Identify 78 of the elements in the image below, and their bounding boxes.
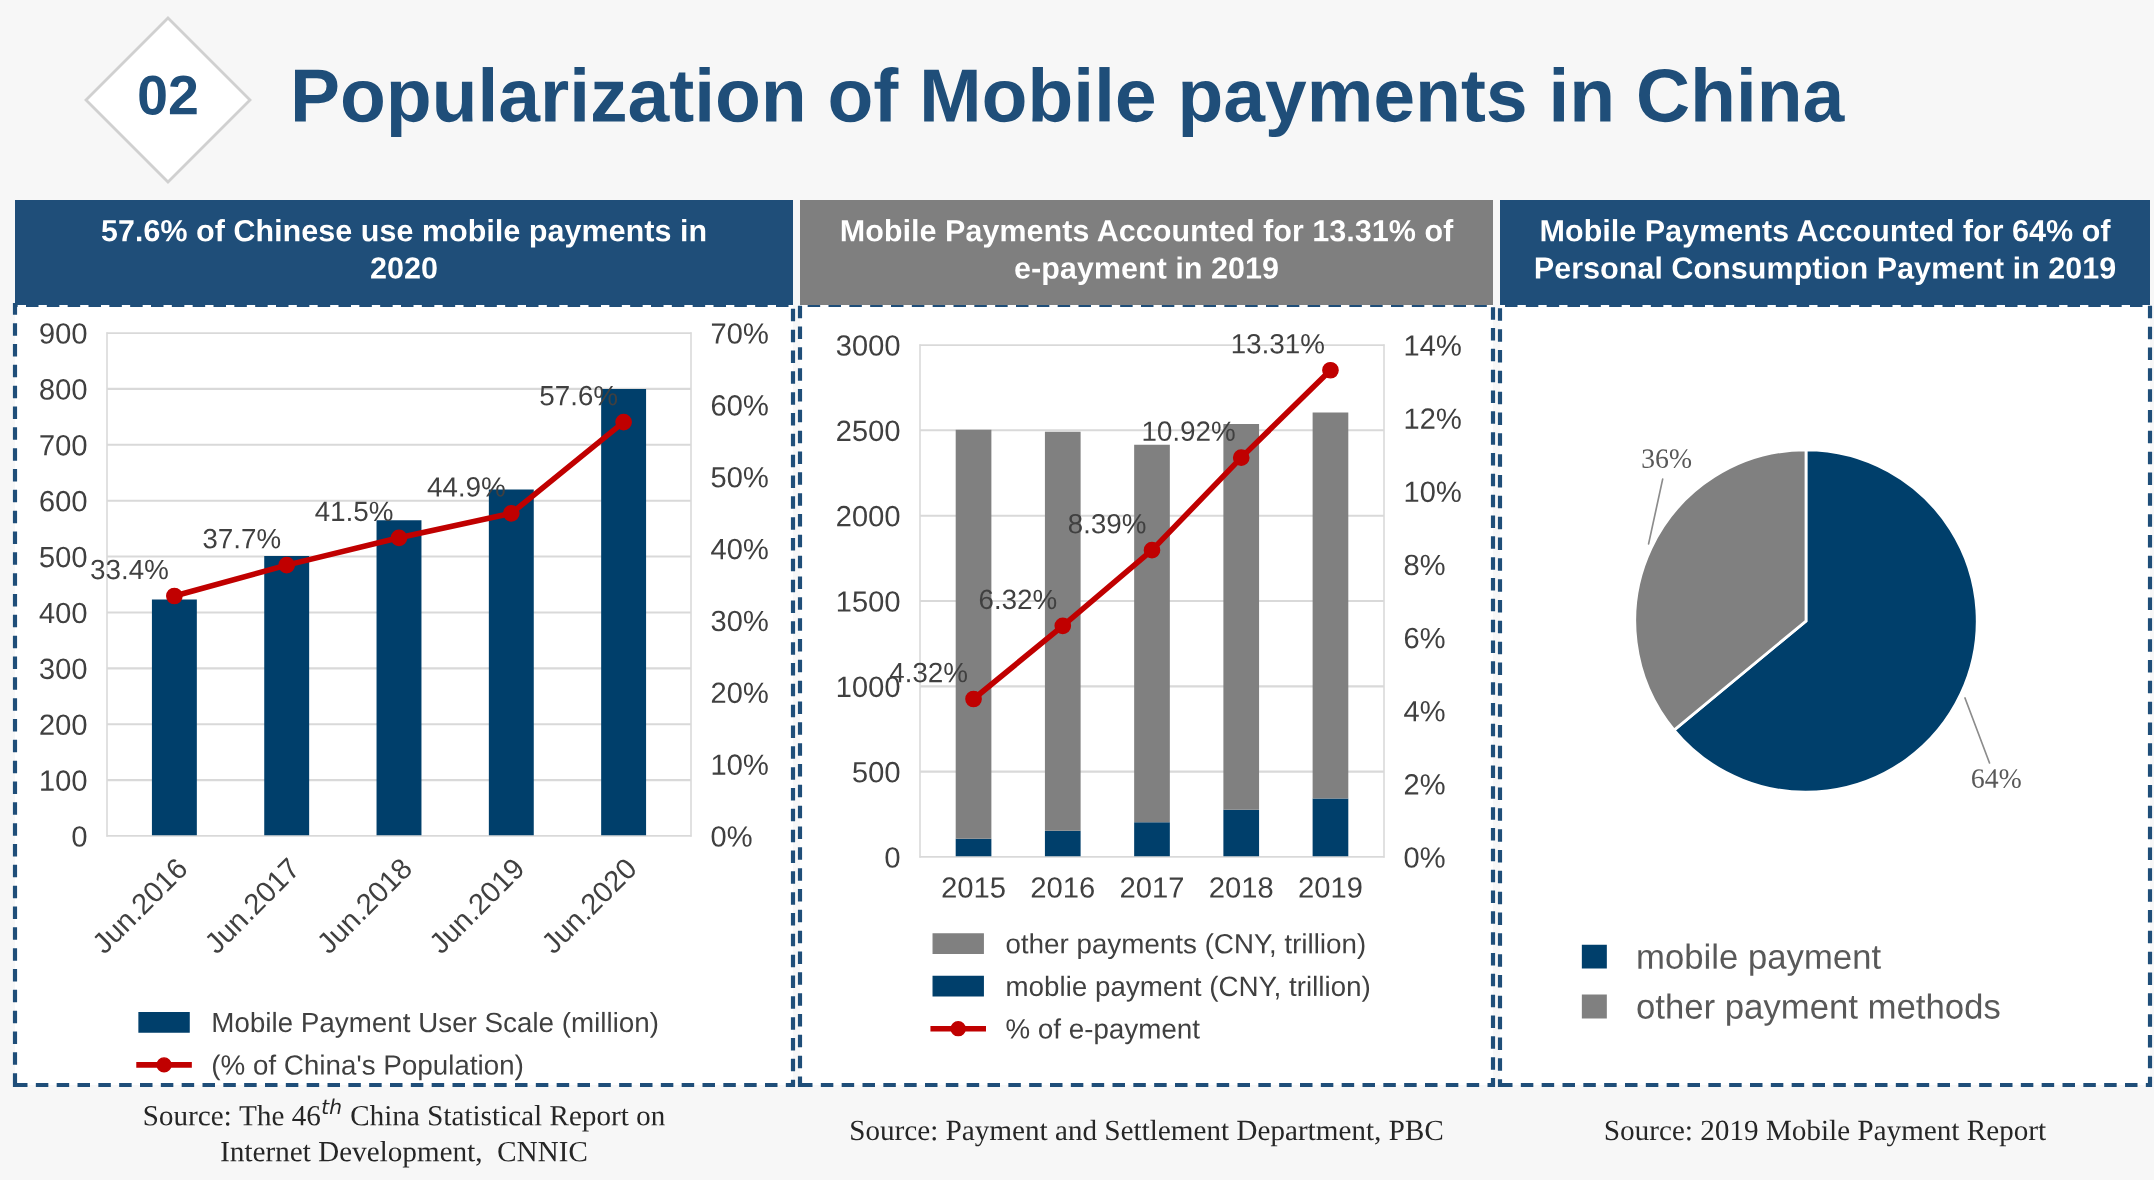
- bar: [151, 599, 197, 836]
- y2-tick-label: 14%: [1405, 335, 1461, 356]
- point: [1143, 541, 1161, 559]
- point: [965, 690, 982, 708]
- legend-label: % of e-payment: [1006, 1018, 1200, 1045]
- x-tick-label: 2016: [1031, 877, 1094, 898]
- legend-label: (% of China's Population): [213, 1054, 523, 1081]
- y-tick-label: 900: [40, 323, 87, 344]
- y2-tick-label: 6%: [1404, 627, 1445, 649]
- y2-tick-label: 0%: [711, 826, 752, 847]
- y-tick-label: 500: [40, 546, 87, 568]
- data-label: 36%: [1642, 449, 1692, 469]
- legend-label: other payments (CNY, trillion): [1006, 933, 1365, 960]
- legend-label: moblie payment (CNY, trillion): [1007, 975, 1370, 1002]
- y-tick-label: 200: [40, 714, 87, 736]
- y2-tick-label: 10%: [1405, 481, 1461, 503]
- bar: [1134, 822, 1170, 857]
- y2-tick-label: 70%: [711, 323, 768, 344]
- legend-label: Mobile Payment User Scale (million): [213, 1011, 658, 1038]
- y2-tick-label: 2%: [1404, 774, 1445, 795]
- point: [615, 413, 632, 431]
- data-label: 41.5%: [315, 501, 393, 522]
- y2-tick-label: 60%: [711, 395, 768, 416]
- y-tick-label: 500: [853, 761, 900, 783]
- y2-tick-label: 12%: [1405, 408, 1461, 429]
- x-tick-label: 2017: [1121, 877, 1183, 898]
- y-tick-label: 100: [41, 770, 87, 791]
- text: 02: [139, 75, 197, 115]
- y-tick-label: 2500: [837, 420, 900, 442]
- y-tick-label: 3000: [836, 335, 900, 356]
- x-tick-label: 2018: [1210, 877, 1273, 898]
- chart-title: Mobile Payments Accounted for 13.31% of e-payment in 2019: [841, 219, 1454, 285]
- legend-label: other payment methods: [1637, 993, 2000, 1026]
- source-note: Source: The 46$^{th}$ China Statistical Report on Internet Development, CNNIC: [144, 1098, 665, 1168]
- source-note: Source: Payment and Settlement Department, PBC: [851, 1119, 1443, 1147]
- y2-tick-label: 4%: [1404, 701, 1445, 722]
- y-tick-label: 0: [885, 847, 900, 868]
- y-tick-label: 0: [72, 826, 87, 847]
- y-tick-label: 2000: [837, 505, 900, 527]
- bar: [1312, 798, 1349, 857]
- y2-tick-label: 40%: [711, 538, 768, 560]
- source-note: Source: 2019 Mobile Payment Report: [1605, 1119, 2046, 1147]
- text: Popularization of Mobile payments in China: [295, 67, 1845, 137]
- data-label: 44.9%: [427, 477, 505, 497]
- y2-tick-label: 10%: [712, 754, 768, 775]
- legend-label: mobile payment: [1638, 943, 1881, 976]
- point: [502, 505, 520, 522]
- data-label: 37.7%: [203, 528, 281, 549]
- y2-tick-label: 0%: [1404, 847, 1445, 868]
- data-label: 13.31%: [1232, 333, 1324, 354]
- bar: [1223, 809, 1260, 857]
- x-tick-label: 2019: [1299, 877, 1362, 898]
- y-tick-label: 700: [40, 434, 87, 456]
- x-tick-label: 2015: [942, 877, 1005, 898]
- chart-title: Mobile Payments Accounted for 64% of Personal Consumption Payment in 2019: [1535, 219, 2116, 285]
- y-tick-label: 600: [40, 490, 87, 512]
- y2-tick-label: 20%: [711, 682, 768, 704]
- y-tick-label: 400: [39, 602, 87, 624]
- point: [1054, 617, 1072, 635]
- y2-tick-label: 8%: [1404, 554, 1445, 576]
- bar: [1312, 412, 1349, 799]
- data-label: 64%: [1972, 769, 2021, 788]
- point: [1322, 361, 1339, 379]
- bar: [955, 838, 992, 857]
- bar: [264, 556, 310, 836]
- data-label: 33.4%: [91, 559, 168, 580]
- y2-tick-label: 30%: [711, 610, 768, 632]
- bar: [376, 520, 422, 836]
- point: [166, 587, 183, 605]
- bar: [1044, 830, 1081, 857]
- y-tick-label: 1500: [837, 591, 900, 612]
- point: [278, 556, 296, 574]
- point: [390, 529, 408, 547]
- y2-tick-label: 50%: [711, 466, 768, 488]
- y-tick-label: 300: [40, 658, 87, 680]
- point: [1232, 449, 1250, 466]
- y-tick-label: 800: [40, 379, 87, 400]
- chart-title: 57.6% of Chinese use mobile payments in 2020: [101, 219, 706, 279]
